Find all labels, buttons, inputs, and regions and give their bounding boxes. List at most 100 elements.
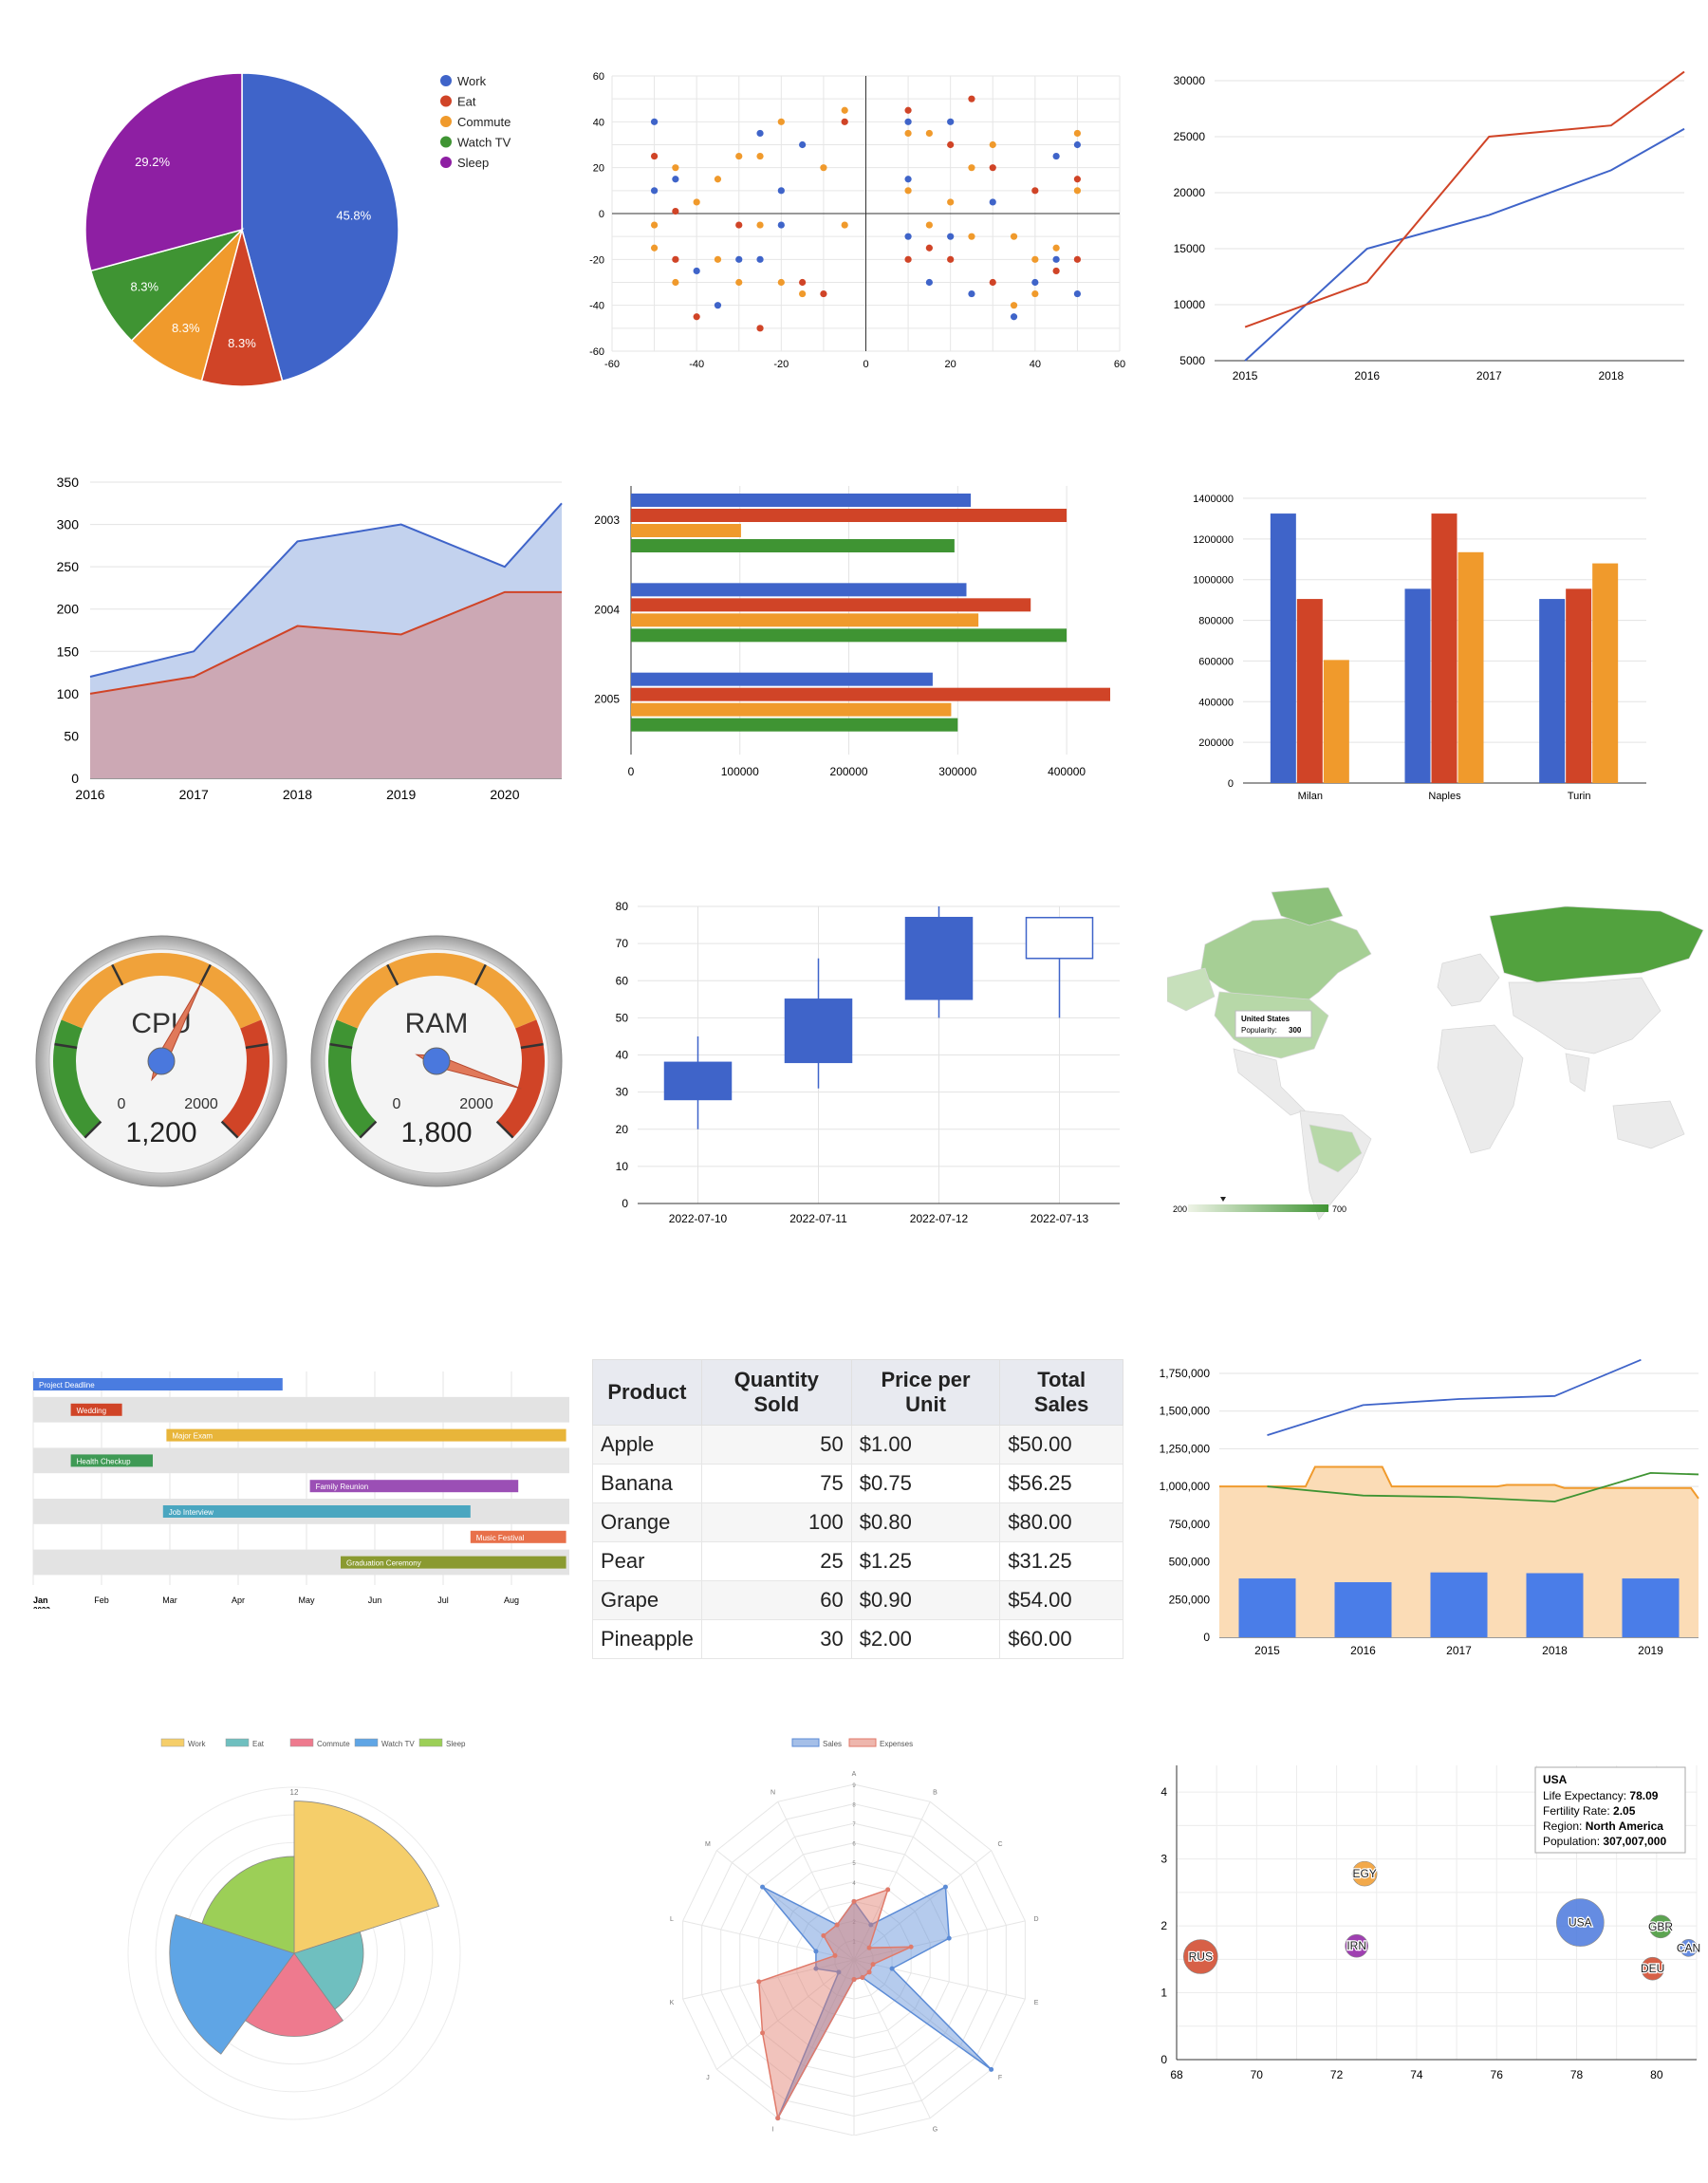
column-header: Total Sales <box>999 1359 1123 1426</box>
legend-marker <box>440 95 452 107</box>
scatter-point <box>904 129 912 138</box>
radar-point <box>851 1898 857 1904</box>
scatter-point <box>904 176 912 183</box>
radar-point <box>860 1975 865 1981</box>
y-tick-label: 30000 <box>1174 74 1206 87</box>
area-line <box>89 590 562 695</box>
table-cell: 60 <box>700 1580 852 1620</box>
polar-segment <box>245 1952 343 2037</box>
table-cell: 75 <box>700 1464 852 1503</box>
tooltip-key: Life Expectancy: <box>1543 1789 1629 1802</box>
y-tick-label: 3 <box>1160 1853 1167 1866</box>
scatter-point <box>1052 267 1060 275</box>
y-tick-label: 200000 <box>1198 737 1234 749</box>
y-tick-label: 1,500,000 <box>1160 1405 1211 1418</box>
timeline-month-label: Aug <box>504 1595 519 1605</box>
line-series <box>1267 1471 1699 1502</box>
radar-point <box>760 2030 766 2036</box>
y-tick-label: 250,000 <box>1169 1593 1211 1606</box>
y-tick-label: 50 <box>64 728 79 743</box>
scatter-point <box>714 302 722 309</box>
table-row: Apple 50 $1.00 $50.00 <box>592 1425 1123 1465</box>
scatter-point <box>989 198 996 206</box>
scatter-point <box>1031 255 1039 263</box>
table-cell: 30 <box>700 1619 852 1659</box>
map-tooltip-box <box>1235 1010 1312 1038</box>
pie-slice-label: 8.3% <box>172 321 200 335</box>
scatter-point <box>947 255 955 263</box>
radar-tick-label: 8 <box>852 1803 856 1809</box>
table-cell: 25 <box>700 1541 852 1581</box>
scatter-point <box>1073 255 1082 263</box>
radar-point <box>760 1884 766 1890</box>
polar-tick-label: 12 <box>290 1788 299 1797</box>
pie-slice <box>200 227 284 387</box>
scatter-point <box>989 164 996 172</box>
y-tick-label: 500,000 <box>1169 1556 1211 1569</box>
y-tick-label: 0 <box>622 1197 628 1210</box>
table-cell: Grape <box>592 1580 702 1620</box>
timeline-bar <box>70 1454 153 1467</box>
table-cell: $56.25 <box>999 1464 1123 1503</box>
y-tick-label: 4 <box>1160 1785 1167 1799</box>
combo-chart: 0 250,000 500,000 750,000 1,000,000 1,250,000… <box>1160 1358 1699 1657</box>
y-tick-label: 0 <box>1228 778 1234 790</box>
bubble <box>1648 1914 1673 1939</box>
x-tick-label: 2016 <box>75 787 104 802</box>
gauge-tick <box>495 1120 514 1139</box>
x-tick-label: 72 <box>1330 2068 1344 2081</box>
timeline-bar <box>166 1428 566 1442</box>
scatter-point <box>968 289 975 298</box>
tooltip-key: Population: <box>1543 1835 1603 1848</box>
scatter-point <box>799 289 807 298</box>
timeline-month-label: May <box>298 1595 315 1605</box>
scatter-point <box>820 289 827 298</box>
table-cell: Pear <box>592 1541 702 1581</box>
scatter-point <box>1010 233 1018 240</box>
y-tick-label: 15000 <box>1174 242 1206 255</box>
legend-swatch <box>848 1738 877 1747</box>
scatter-point <box>756 255 764 263</box>
x-tick-label: -40 <box>689 359 704 370</box>
bar <box>1296 599 1323 783</box>
bar <box>1238 1578 1296 1637</box>
x-tick-label: 40 <box>1030 359 1041 370</box>
scatter-point <box>672 176 679 183</box>
polar-segment <box>293 1931 364 2010</box>
y-tick-label: 600000 <box>1198 656 1234 667</box>
y-tick-label: 350 <box>57 475 80 490</box>
radar-chart: SalesExpensesABCDEFGHIJKLMN123456789 <box>670 1738 1039 2136</box>
bubble-tooltip-title: USA <box>1543 1773 1568 1786</box>
scatter-chart: -60 -40 -20 0 20 40 60 -60 -40 -20 0 20 40 60 <box>589 71 1125 370</box>
gauge-tick <box>473 963 487 986</box>
bubble <box>1351 1860 1378 1887</box>
table-cell: $2.00 <box>850 1619 1001 1659</box>
x-tick-label: 80 <box>1650 2068 1663 2081</box>
legend-marker <box>440 75 452 86</box>
bubble <box>1345 1933 1368 1958</box>
x-tick-label: 78 <box>1570 2068 1584 2081</box>
radar-axis-label: G <box>933 2126 938 2133</box>
mexico-region <box>1233 1048 1306 1116</box>
timeline-bar <box>162 1505 471 1518</box>
legend-label: Eat <box>457 95 476 109</box>
table-row: Grape 60 $0.90 $54.00 <box>592 1580 1123 1620</box>
polar-segment <box>293 1801 440 1954</box>
bar <box>631 718 958 732</box>
bubble-tooltip-line: Life Expectancy: 78.09 <box>1543 1789 1659 1802</box>
gauge-tick <box>111 963 124 986</box>
pie-slice-label: 45.8% <box>336 209 371 223</box>
radar-spoke <box>853 1850 992 1961</box>
radar-axis-label: D <box>1034 1916 1039 1923</box>
bubble-tooltip-line: Fertility Rate: 2.05 <box>1543 1804 1636 1818</box>
candle-body <box>663 1061 733 1101</box>
scatter-point <box>968 95 975 103</box>
bubble-tooltip-line: Region: North America <box>1543 1819 1663 1833</box>
gauge-max-label: 2000 <box>459 1096 493 1112</box>
scatter-point <box>735 278 743 287</box>
bar <box>1323 660 1349 783</box>
radar-spoke <box>716 1959 855 2070</box>
x-tick-label: 2016 <box>1350 1644 1376 1657</box>
y-tick-label: 5000 <box>1179 354 1205 367</box>
x-tick-label: 20 <box>945 359 956 370</box>
